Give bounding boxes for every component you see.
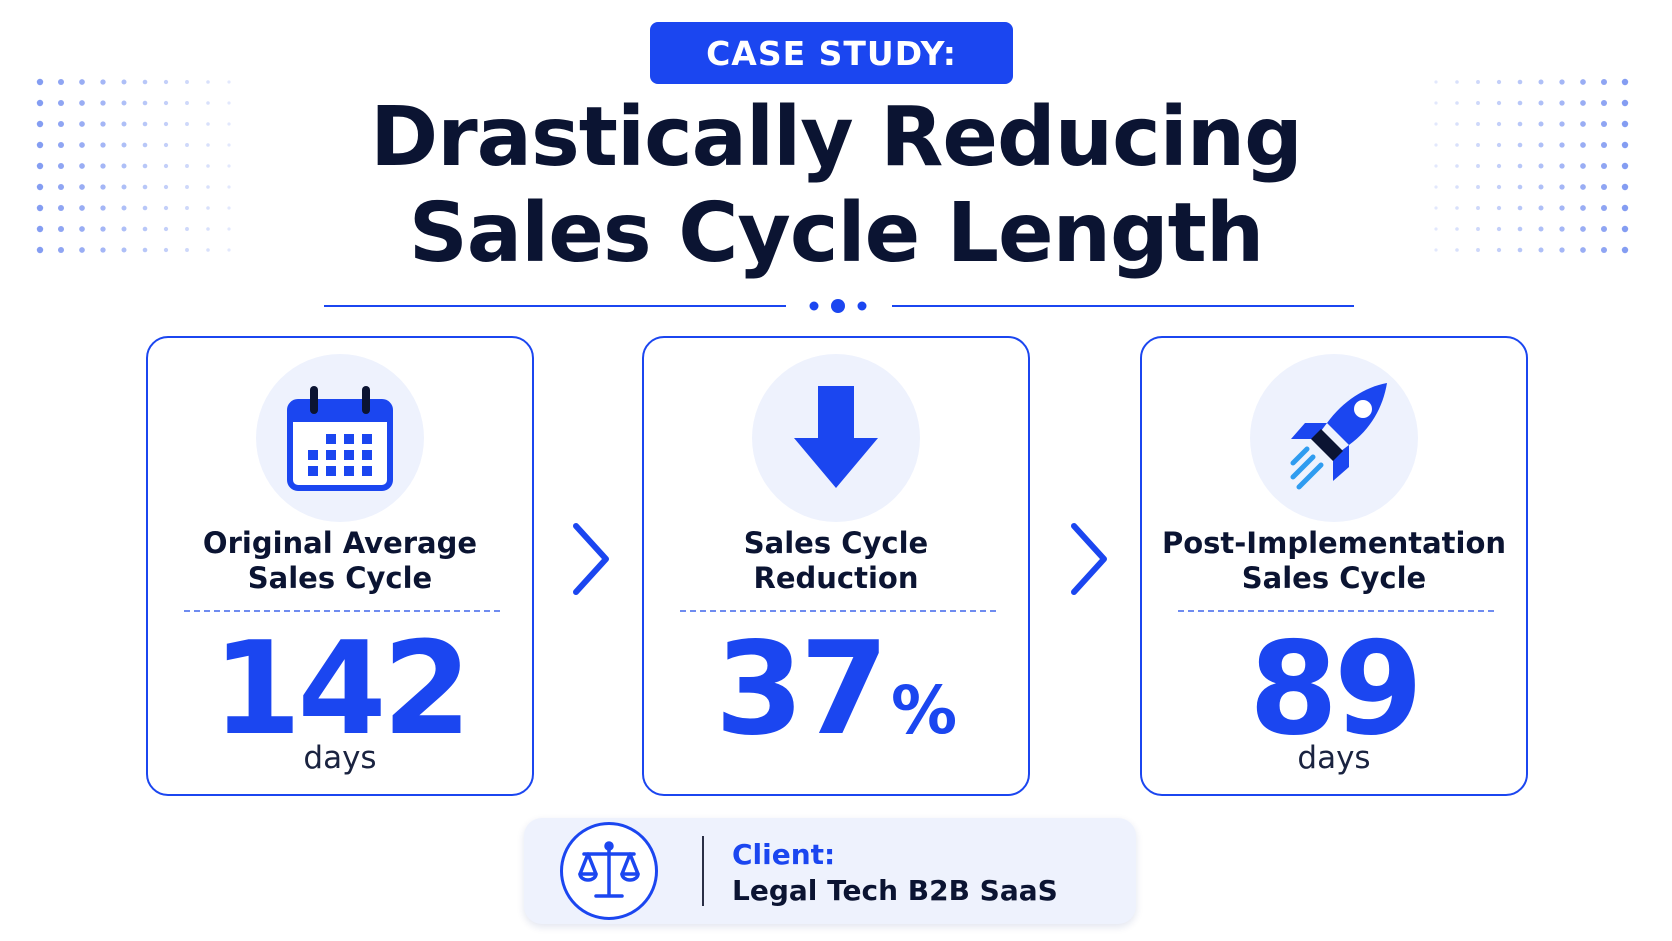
arrow-down-icon [752, 354, 920, 522]
badge-text: CASE STUDY: [706, 33, 957, 73]
client-divider [702, 836, 704, 906]
card-unit: days [303, 740, 377, 776]
card-label-line-2: Reduction [753, 561, 919, 595]
card-label-line-1: Sales Cycle [743, 526, 929, 560]
client-info-box: Client: Legal Tech B2B SaaS [524, 818, 1136, 924]
dot-pattern-right [1434, 78, 1629, 254]
rocket-icon [1250, 354, 1418, 522]
metric-card-reduction: Sales Cycle Reduction 37% [642, 336, 1030, 796]
card-label-line-1: Post-Implementation [1161, 526, 1507, 560]
card-value-number: 37 [714, 615, 889, 764]
card-unit: days [1297, 740, 1371, 776]
metric-card-post-implementation: Post-Implementation Sales Cycle 89 days [1140, 336, 1528, 796]
card-value: 37% [644, 620, 1028, 781]
case-study-badge: CASE STUDY: [650, 22, 1013, 84]
card-value-suffix: % [890, 672, 958, 749]
title-divider [324, 299, 1354, 313]
chevron-right-icon [1071, 523, 1107, 595]
title-line-1: Drastically Reducing [370, 90, 1303, 185]
metric-card-original: Original Average Sales Cycle 142 days [146, 336, 534, 796]
card-label: Original Average Sales Cycle [148, 526, 532, 596]
card-label: Sales Cycle Reduction [644, 526, 1028, 596]
card-label-line-2: Sales Cycle [1241, 561, 1427, 595]
client-title: Client: [732, 838, 836, 871]
client-value: Legal Tech B2B SaaS [732, 874, 1058, 907]
card-separator [184, 610, 500, 612]
dot-pattern-left [36, 78, 231, 254]
card-separator [680, 610, 996, 612]
card-separator [1178, 610, 1494, 612]
card-label: Post-Implementation Sales Cycle [1142, 526, 1526, 596]
calendar-icon [256, 354, 424, 522]
page-title: Drastically Reducing Sales Cycle Length [186, 90, 1486, 282]
card-label-line-2: Sales Cycle [247, 561, 433, 595]
scales-of-justice-icon [560, 822, 658, 920]
card-value: 89 [1248, 615, 1423, 764]
title-line-2: Sales Cycle Length [408, 186, 1265, 281]
card-value: 142 [212, 615, 471, 764]
card-label-line-1: Original Average [202, 526, 478, 560]
chevron-right-icon [573, 523, 609, 595]
